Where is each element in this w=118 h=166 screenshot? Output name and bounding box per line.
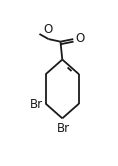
Text: Br: Br — [57, 122, 70, 135]
Text: O: O — [76, 32, 85, 45]
Text: O: O — [44, 23, 53, 36]
Text: Br: Br — [30, 98, 43, 111]
